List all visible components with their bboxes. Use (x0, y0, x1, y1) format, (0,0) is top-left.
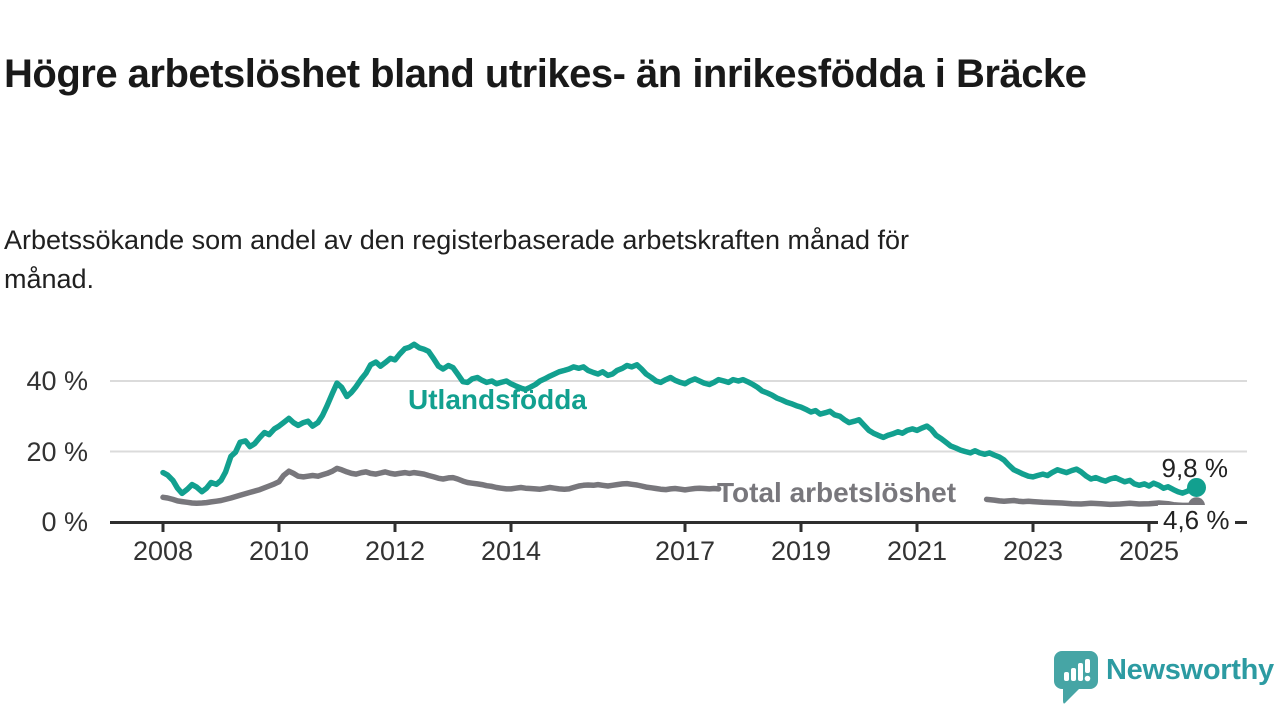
y-axis-label-0: 0 % (41, 507, 88, 537)
x-axis-label: 2023 (1002, 536, 1064, 566)
x-axis-label: 2010 (248, 536, 310, 566)
series-label-utlandsfodda: Utlandsfödda (408, 384, 587, 415)
page-title: Högre arbetslöshet bland utrikes- än inr… (4, 51, 1087, 96)
total-line (160, 465, 1196, 509)
newsworthy-logo: Newsworthy (1052, 646, 1280, 708)
x-axis-label: 2012 (364, 536, 426, 566)
series-label-total: Total arbetslöshet (717, 477, 957, 508)
x-axis-label: 2008 (132, 536, 194, 566)
end-value-total: 4,6 % (1158, 505, 1235, 536)
x-axis-label: 2025 (1118, 536, 1180, 566)
x-axis-label: 2021 (886, 536, 948, 566)
end-value-utlandsfodda: 9,8 % (1161, 453, 1229, 483)
newsworthy-logo-icon (1054, 651, 1098, 704)
x-axis-label: 2014 (480, 536, 542, 566)
utlandsfodda-line (160, 341, 1196, 497)
y-axis-label-20: 20 % (26, 437, 88, 467)
x-axis-label: 2019 (770, 536, 832, 566)
y-axis-label-40: 40 % (26, 366, 88, 396)
newsworthy-logo-text: Newsworthy (1106, 654, 1274, 686)
series-end-dot (1187, 477, 1206, 497)
x-axis-label: 2017 (654, 536, 716, 566)
logo-bars-icon (1064, 659, 1091, 682)
page-subtitle: Arbetssökande som andel av den registerb… (4, 225, 910, 294)
